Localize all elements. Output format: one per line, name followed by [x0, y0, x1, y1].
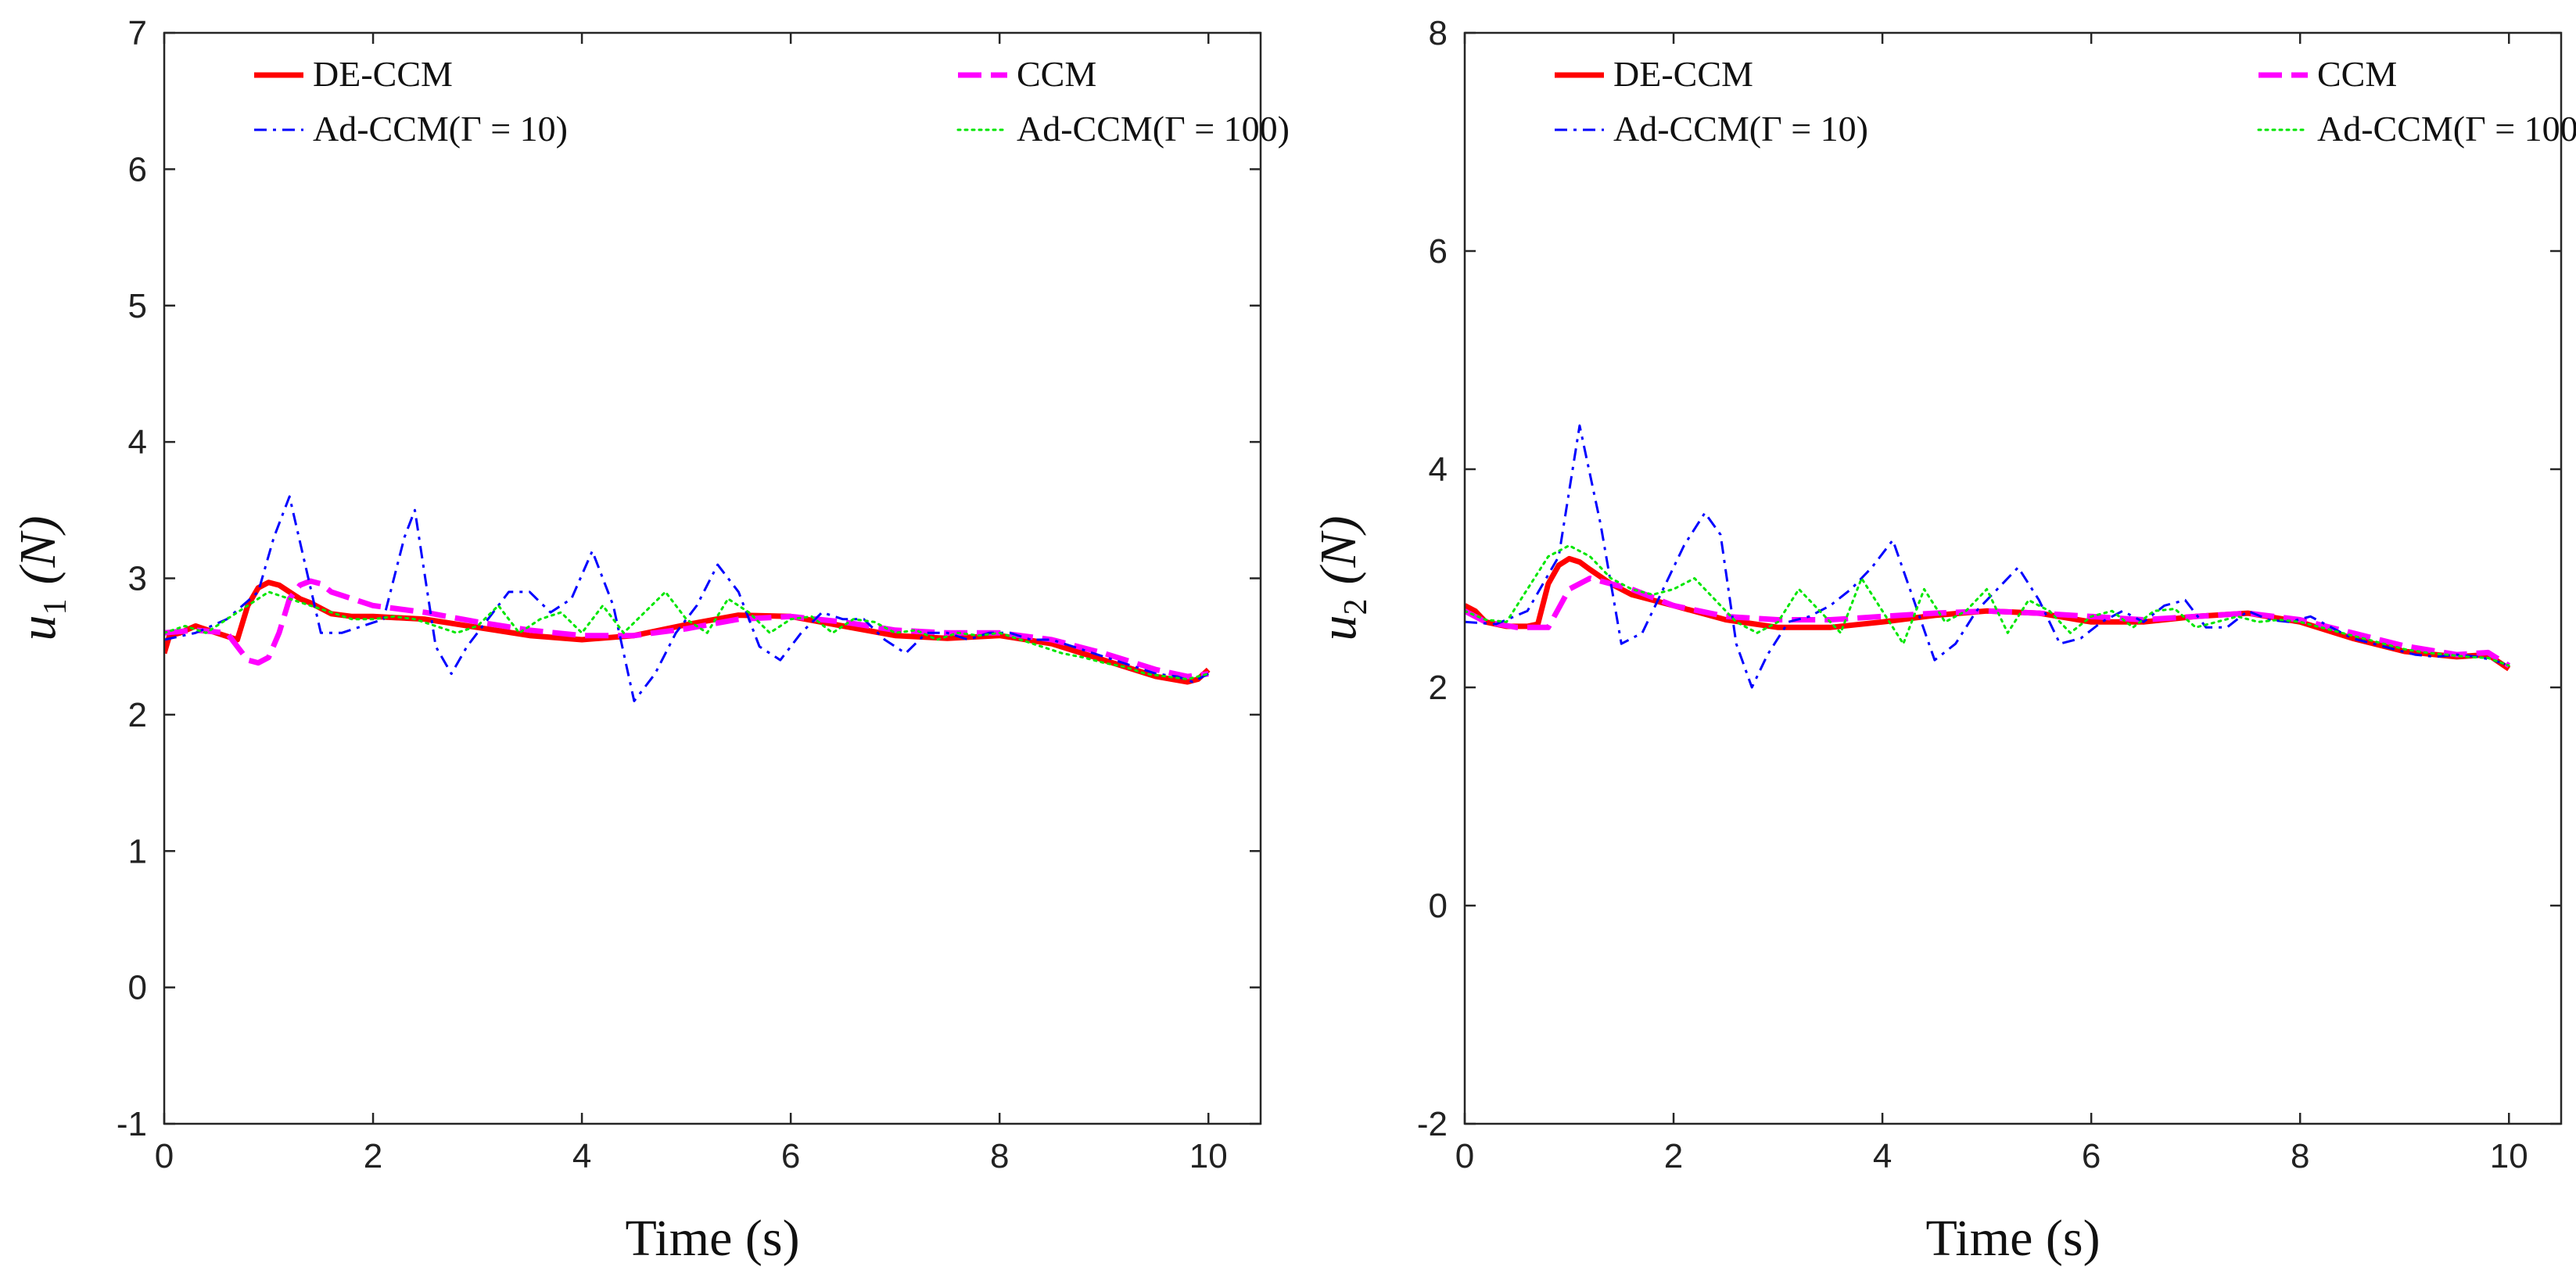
- legend-item: CCM: [958, 54, 1096, 94]
- x-tick-label: 2: [1664, 1137, 1683, 1175]
- legend-item: Ad-CCM(Γ = 100): [956, 109, 1290, 149]
- x-tick-label: 8: [990, 1137, 1009, 1175]
- legend: DE-CCM CCM Ad-CCM(Γ = 10) Ad-CCM(Γ = 100): [1555, 54, 2576, 149]
- y-tick-label: 6: [1429, 232, 1448, 271]
- y-label-unit: (N): [1310, 516, 1367, 585]
- y-tick-label: 1: [128, 832, 147, 870]
- legend-label: DE-CCM: [1613, 54, 1753, 94]
- y-label-subscript: 2: [1338, 598, 1374, 615]
- legend-label: Ad-CCM(Γ = 100): [1017, 109, 1290, 149]
- x-tick-label: 0: [155, 1137, 174, 1175]
- x-tick-label: 4: [1873, 1137, 1892, 1175]
- y-axis-label: u2 (N): [1310, 516, 1374, 641]
- y-tick-label: 2: [1429, 669, 1448, 707]
- y-tick-label: 4: [1429, 450, 1448, 489]
- legend-label: Ad-CCM(Γ = 10): [1613, 109, 1868, 149]
- y-tick-label: 8: [1429, 14, 1448, 52]
- y-axis-label: u1 (N): [9, 516, 74, 641]
- x-tick-label: 2: [364, 1137, 382, 1175]
- x-tick-label: 8: [2291, 1137, 2309, 1175]
- legend-item: Ad-CCM(Γ = 100): [2257, 109, 2576, 149]
- series-line-ad-ccm-10: [1465, 424, 2510, 689]
- legend-label: CCM: [2317, 54, 2397, 94]
- legend: DE-CCM CCM Ad-CCM(Γ = 10) Ad-CCM(Γ = 100): [254, 54, 1290, 149]
- legend-label: CCM: [1017, 54, 1096, 94]
- x-axis-label: Time (s): [1925, 1210, 2100, 1267]
- legend-item: DE-CCM: [254, 54, 453, 94]
- x-tick-label: 10: [1189, 1137, 1228, 1175]
- series-line-ad-ccm-10: [164, 495, 1209, 702]
- y-tick-label: 7: [128, 14, 147, 52]
- y-label-unit: (N): [9, 516, 66, 585]
- y-label-symbol: u: [1310, 615, 1367, 640]
- series-line-ad-ccm-100: [1465, 544, 2510, 667]
- y-tick-label: 3: [128, 560, 147, 598]
- y-tick-label: 5: [128, 287, 147, 325]
- legend-item: Ad-CCM(Γ = 10): [254, 109, 568, 149]
- x-axis-label: Time (s): [625, 1210, 799, 1267]
- series-line-ccm: [1465, 576, 2511, 669]
- y-tick-label: -2: [1417, 1105, 1448, 1143]
- legend-label: DE-CCM: [313, 54, 453, 94]
- y-tick-label: 2: [128, 696, 147, 734]
- y-tick-label: 0: [1429, 887, 1448, 925]
- y-label-symbol: u: [9, 615, 66, 640]
- x-tick-label: 6: [781, 1137, 800, 1175]
- plot-frame: [1463, 31, 2563, 1125]
- series-group: [1465, 424, 2511, 689]
- x-tick-label: 10: [2490, 1137, 2528, 1175]
- x-tick-label: 4: [572, 1137, 591, 1175]
- legend-item: Ad-CCM(Γ = 10): [1555, 109, 1868, 149]
- y-tick-label: 6: [128, 150, 147, 188]
- series-line-de-ccm: [164, 579, 1211, 685]
- series-group: [164, 495, 1211, 702]
- x-tick-label: 0: [1455, 1137, 1474, 1175]
- y-tick-label: 0: [128, 969, 147, 1007]
- y-label-subscript: 1: [38, 598, 74, 615]
- legend-item: DE-CCM: [1555, 54, 1753, 94]
- legend-label: Ad-CCM(Γ = 100): [2317, 109, 2576, 149]
- legend-label: Ad-CCM(Γ = 10): [313, 109, 568, 149]
- x-tick-label: 6: [2082, 1137, 2101, 1175]
- series-line-ad-ccm-100: [164, 590, 1210, 680]
- y-tick-label: 4: [128, 423, 147, 461]
- legend-item: CCM: [2258, 54, 2397, 94]
- y-tick-label: -1: [117, 1105, 147, 1143]
